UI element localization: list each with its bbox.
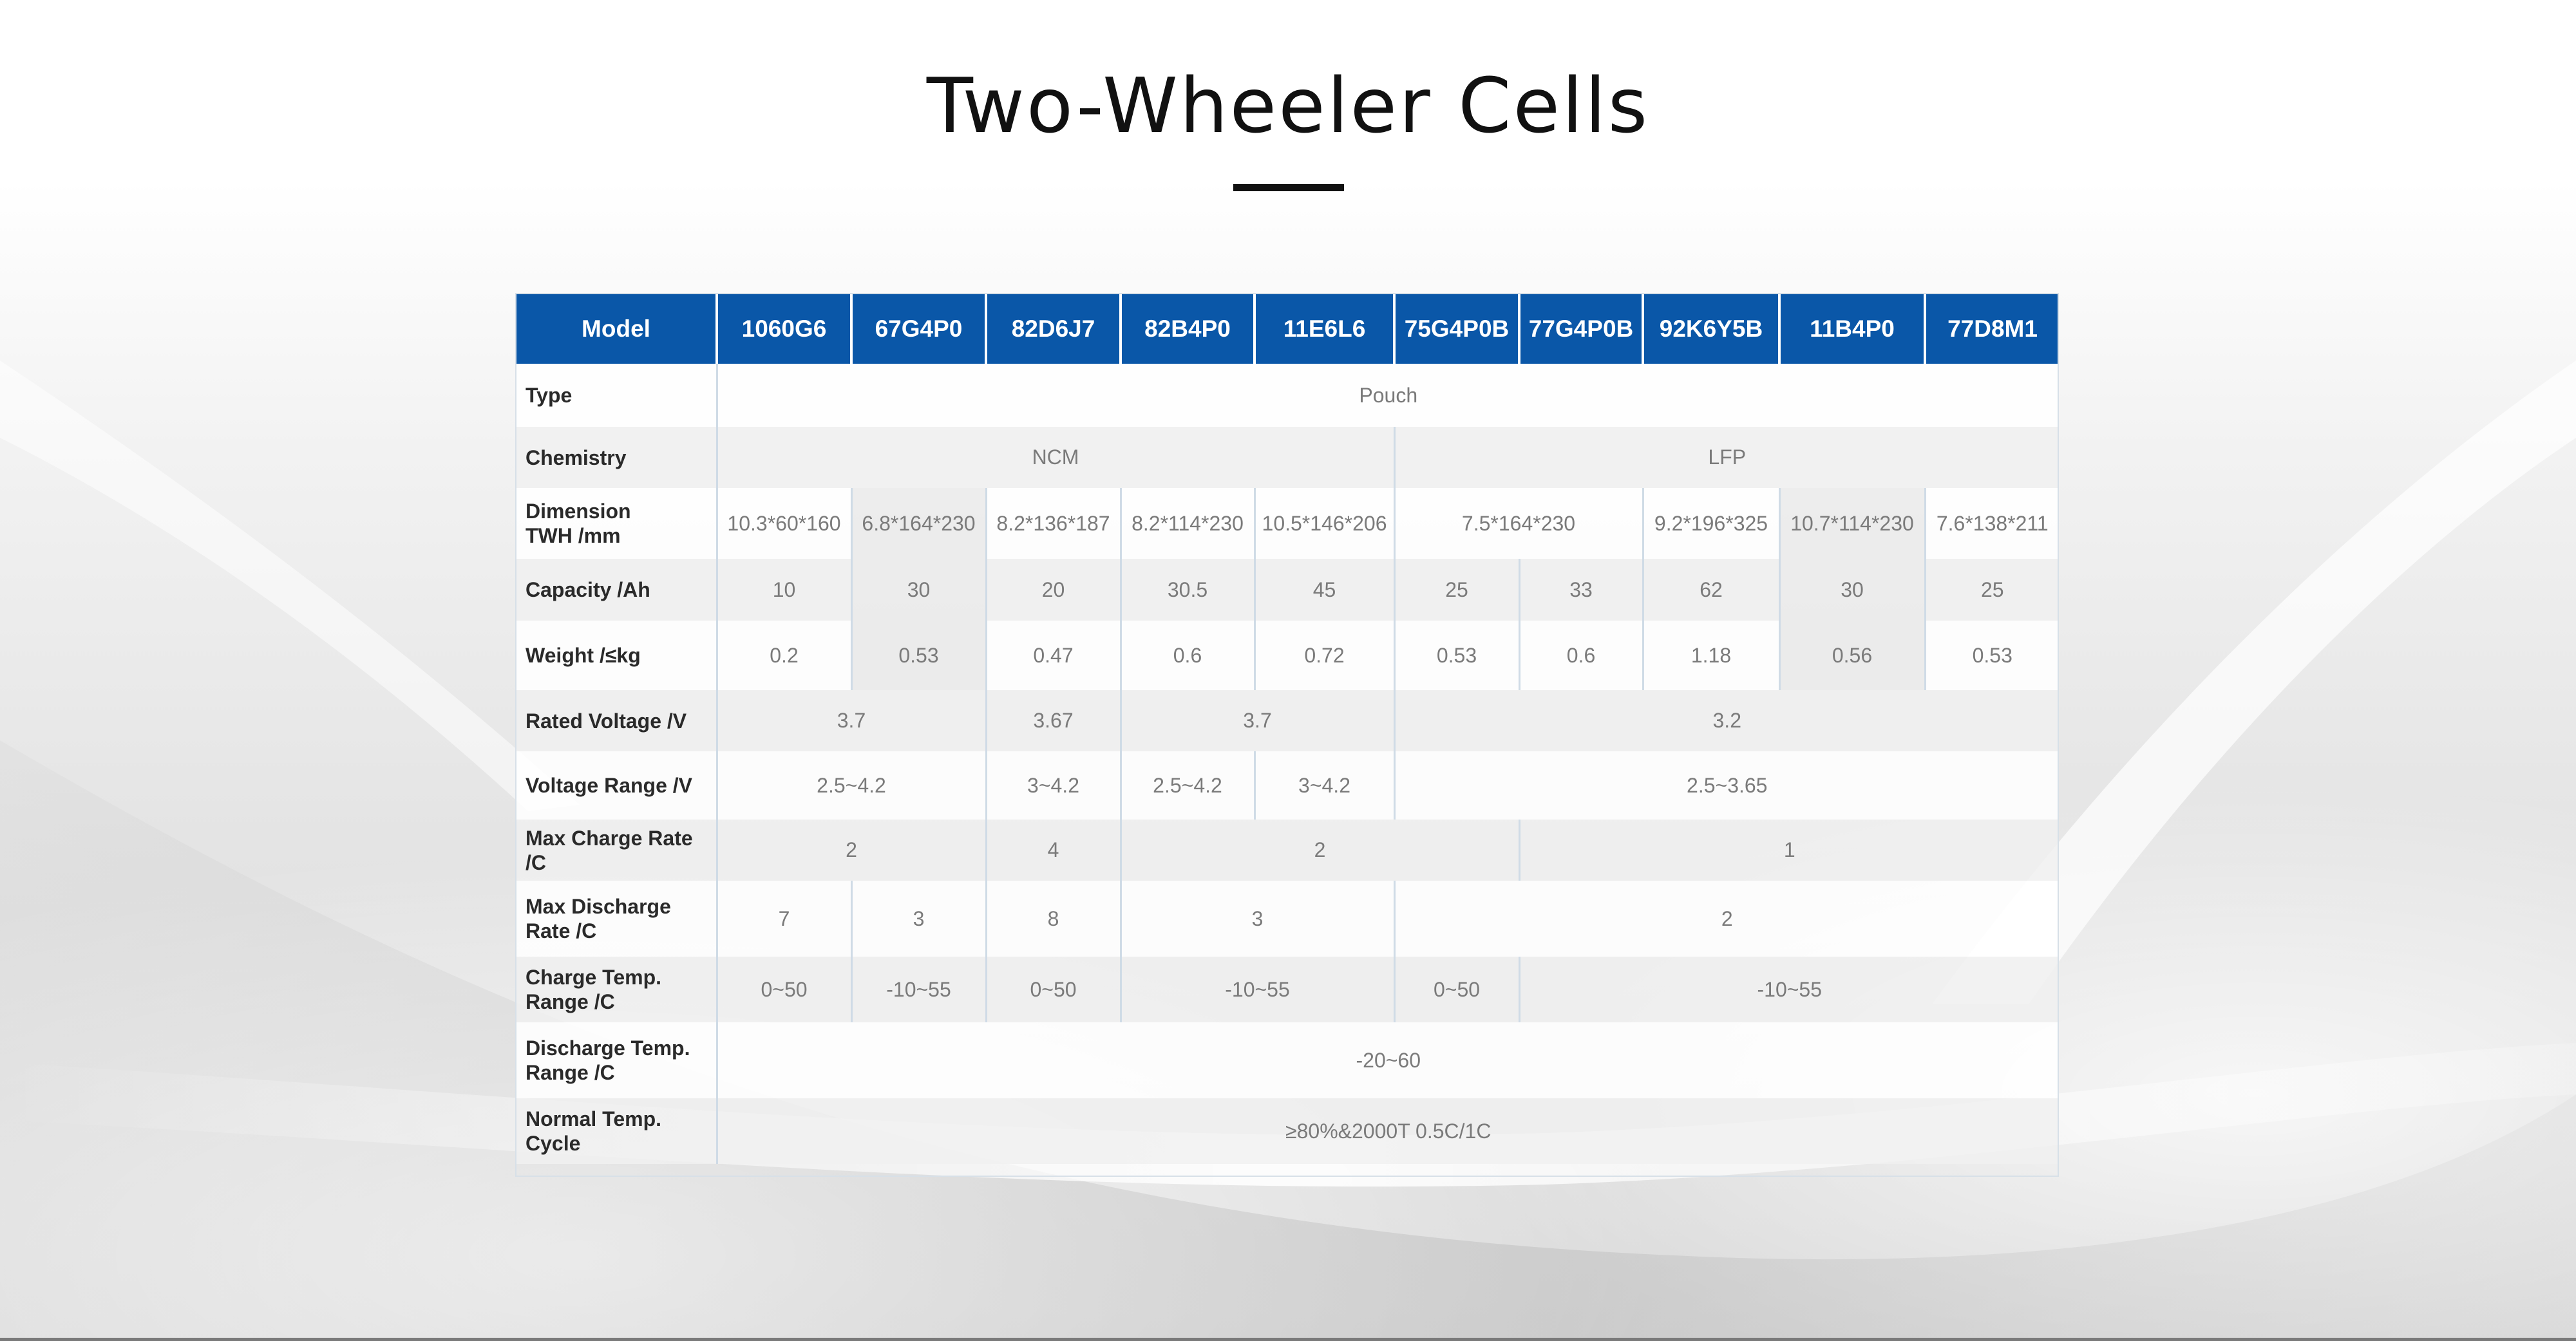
column-header-77g4p0b: 77G4P0B: [1519, 294, 1644, 364]
table-row: Chemistry NCM LFP: [516, 427, 2059, 488]
table-cell: 10.7*114*230: [1778, 488, 1925, 559]
table-cell: LFP: [1393, 427, 2059, 488]
column-header-82b4p0: 82B4P0: [1121, 294, 1256, 364]
table-cell: 3.2: [1393, 690, 2059, 751]
table-cell: 0.53: [850, 621, 986, 690]
table-cell: 3~4.2: [1253, 751, 1394, 820]
column-header-92k6y5b: 92K6Y5B: [1643, 294, 1781, 364]
table-row: Rated Voltage /V 3.7 3.67 3.7 3.2: [516, 690, 2059, 751]
table-cell: 6.8*164*230: [850, 488, 986, 559]
table-cell: -10~55: [850, 957, 986, 1022]
row-label: Discharge Temp. Range /C: [516, 1022, 717, 1098]
table-cell: 0.2: [715, 621, 851, 690]
table-cell: 2.5~3.65: [1393, 751, 2059, 820]
column-header-77d8m1: 77D8M1: [1925, 294, 2059, 364]
table-cell: 3.67: [985, 690, 1121, 751]
table-cell: 4: [985, 820, 1121, 881]
row-label: Rated Voltage /V: [516, 690, 717, 751]
table-cell: 3: [850, 881, 986, 957]
row-label: Type: [516, 364, 717, 427]
table-row: Discharge Temp. Range /C -20~60: [516, 1022, 2059, 1098]
table-cell: 0.47: [985, 621, 1121, 690]
table-cell: 3~4.2: [985, 751, 1121, 820]
table-cell: NCM: [715, 427, 1394, 488]
title-underline: [1233, 184, 1344, 191]
table-cell: ≥80%&2000T 0.5C/1C: [715, 1098, 2059, 1164]
table-cell: 0.56: [1778, 621, 1925, 690]
table-cell: 10.3*60*160: [715, 488, 851, 559]
table-cell: 25: [1924, 559, 2059, 621]
table-row: Type Pouch: [516, 364, 2059, 427]
table-cell: 3: [1119, 881, 1394, 957]
row-label: Max Discharge Rate /C: [516, 881, 717, 957]
table-row: Voltage Range /V 2.5~4.2 3~4.2 2.5~4.2 3~4.2…: [516, 751, 2059, 820]
column-header-75g4p0b: 75G4P0B: [1394, 294, 1520, 364]
specs-table: Model 1060G6 67G4P0 82D6J7 82B4P0 11E6L6 75G4P…: [516, 294, 2059, 1164]
table-cell: 0.6: [1518, 621, 1643, 690]
row-label: Chemistry: [516, 427, 717, 488]
table-cell: 20: [985, 559, 1121, 621]
row-label: Weight /≤kg: [516, 621, 717, 690]
table-cell: 62: [1642, 559, 1779, 621]
table-cell: 0~50: [1393, 957, 1519, 1022]
table-cell: 7.6*138*211: [1924, 488, 2059, 559]
table-cell: 8.2*114*230: [1119, 488, 1255, 559]
table-cell: 0~50: [985, 957, 1121, 1022]
table-cell: 0.6: [1119, 621, 1255, 690]
table-row: Weight /≤kg 0.2 0.53 0.47 0.6 0.72 0.53 0.6 1.18…: [516, 621, 2059, 690]
column-header-model: Model: [516, 294, 718, 364]
table-cell: -10~55: [1119, 957, 1394, 1022]
table-row: Charge Temp. Range /C 0~50 -10~55 0~50 -10~5…: [516, 957, 2059, 1022]
table-row: Dimension TWH /mm 10.3*60*160 6.8*164*230 8…: [516, 488, 2059, 559]
column-header-82d6j7: 82D6J7: [986, 294, 1122, 364]
row-label: Normal Temp. Cycle: [516, 1098, 717, 1164]
table-cell: 7.5*164*230: [1393, 488, 1643, 559]
column-header-11e6l6: 11E6L6: [1255, 294, 1396, 364]
column-header-1060g6: 1060G6: [717, 294, 853, 364]
table-cell: 2: [1119, 820, 1519, 881]
table-cell: 25: [1393, 559, 1519, 621]
column-header-11b4p0: 11B4P0: [1779, 294, 1926, 364]
table-cell: 0~50: [715, 957, 851, 1022]
table-cell: 0.72: [1253, 621, 1394, 690]
table-cell: 2.5~4.2: [1119, 751, 1255, 820]
table-cell: 3.7: [715, 690, 986, 751]
table-cell: Pouch: [715, 364, 2059, 427]
table-cell: 30.5: [1119, 559, 1255, 621]
table-cell: 8: [985, 881, 1121, 957]
table-cell: 10.5*146*206: [1253, 488, 1394, 559]
page-title: Two-Wheeler Cells: [926, 61, 1650, 150]
table-cell: 8.2*136*187: [985, 488, 1121, 559]
table-cell: 1: [1518, 820, 2059, 881]
table-cell: 9.2*196*325: [1642, 488, 1779, 559]
table-row: Max Charge Rate /C 2 4 2 1: [516, 820, 2059, 881]
table-cell: 7: [715, 881, 851, 957]
table-cell: 2: [1393, 881, 2059, 957]
row-label: Charge Temp. Range /C: [516, 957, 717, 1022]
table-cell: 1.18: [1642, 621, 1779, 690]
table-cell: 30: [850, 559, 986, 621]
row-label: Max Charge Rate /C: [516, 820, 717, 881]
table-row: Capacity /Ah 10 30 20 30.5 45 25 33 62 30 25: [516, 559, 2059, 621]
table-cell: 2: [715, 820, 986, 881]
table-header-row: Model 1060G6 67G4P0 82D6J7 82B4P0 11E6L6 75G4P…: [516, 294, 2059, 364]
row-label: Dimension TWH /mm: [516, 488, 717, 559]
table-cell: 45: [1253, 559, 1394, 621]
table-body: Type Pouch Chemistry NCM LFP Dimension TWH /m…: [516, 364, 2059, 1164]
table-cell: 2.5~4.2: [715, 751, 986, 820]
table-cell: 0.53: [1924, 621, 2059, 690]
table-cell: -20~60: [715, 1022, 2059, 1098]
row-label: Capacity /Ah: [516, 559, 717, 621]
table-row: Max Discharge Rate /C 7 3 8 3 2: [516, 881, 2059, 957]
table-cell: 33: [1518, 559, 1643, 621]
table-cell: -10~55: [1518, 957, 2059, 1022]
column-header-67g4p0: 67G4P0: [851, 294, 987, 364]
table-cell: 10: [715, 559, 851, 621]
table-row: Normal Temp. Cycle ≥80%&2000T 0.5C/1C: [516, 1098, 2059, 1164]
row-label: Voltage Range /V: [516, 751, 717, 820]
table-cell: 30: [1778, 559, 1925, 621]
table-cell: 3.7: [1119, 690, 1394, 751]
table-cell: 0.53: [1393, 621, 1519, 690]
